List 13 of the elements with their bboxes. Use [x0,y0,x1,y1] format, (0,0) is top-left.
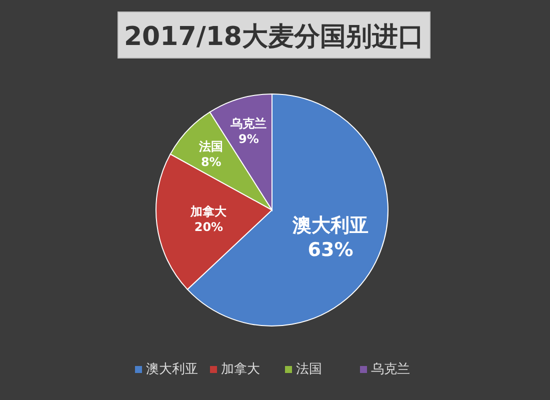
data-label: 9% [238,132,259,146]
legend-label: 法国 [296,362,322,377]
slice-label: 乌克兰 [230,116,267,130]
legend-label: 加拿大 [221,362,260,377]
slice-label: 澳大利亚 [292,214,369,237]
data-label: 8% [200,155,222,170]
data-label: 63% [308,239,354,262]
chart-title: 2017/18大麦分国别进口 [124,22,424,52]
slice-label: 加拿大 [190,204,228,219]
data-label: 20% [194,220,224,234]
legend-label: 澳大利亚 [146,362,198,377]
legend-label: 乌克兰 [371,362,410,377]
slice-label: 法国 [198,139,224,154]
